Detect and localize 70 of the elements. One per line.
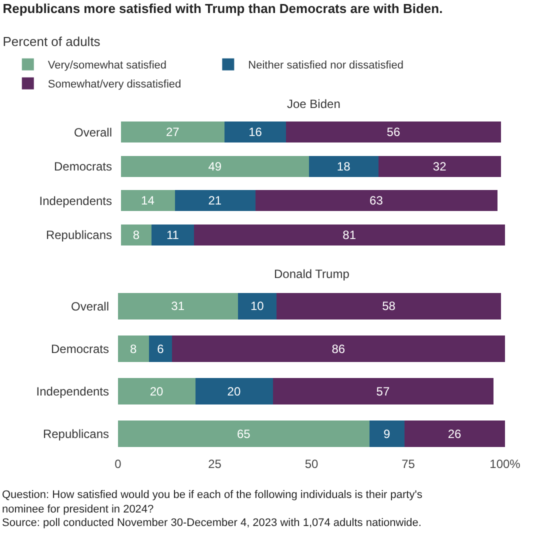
bar (276, 293, 502, 320)
x-tick-label: 0 (114, 457, 122, 471)
data-label: 21 (208, 194, 222, 208)
bar (121, 190, 175, 212)
data-label: 6 (157, 342, 164, 356)
bar (370, 420, 404, 447)
data-label: 8 (132, 228, 140, 242)
y-tick-label: Independents (36, 384, 109, 398)
y-tick-label: Republicans (42, 426, 109, 441)
data-label: 16 (248, 125, 262, 140)
x-tick-label: 25 (208, 457, 222, 471)
data-label: 49 (208, 159, 222, 174)
bar (309, 156, 378, 177)
source-note: Source: poll conducted November 30-December 4, 2023 with 1,074 adults nationwide. (2, 517, 422, 529)
chart-subtitle: Percent of adults (2, 34, 101, 49)
data-label: 31 (171, 299, 185, 314)
text: Question: How satisfied would you be if each of the following individuals is their party's nominee for president in 2024? (2, 489, 423, 516)
x-tick-label: 50 (304, 457, 318, 471)
data-label: 27 (166, 125, 180, 140)
y-tick-label: Democrats (54, 160, 112, 174)
bar (118, 293, 238, 320)
y-tick-label: Democrats (50, 342, 109, 356)
bar (121, 224, 152, 246)
y-tick-label: Overall (70, 299, 109, 314)
data-label: 65 (236, 426, 251, 441)
data-label: 86 (332, 342, 346, 356)
data-label: 9 (383, 426, 390, 441)
bar (174, 190, 256, 212)
bar (286, 122, 502, 143)
bar (238, 293, 277, 320)
bar (195, 378, 273, 404)
data-label: 11 (166, 228, 180, 242)
data-label: 8 (130, 342, 137, 356)
y-tick-label: Republicans (46, 228, 112, 242)
bar (255, 190, 498, 212)
text: Joe Biden (287, 97, 340, 111)
legend-label: Somewhat/very dissatisfied (48, 78, 182, 91)
data-label: 26 (448, 426, 462, 441)
bar (404, 420, 505, 447)
data-label: 58 (382, 299, 396, 314)
data-label: 81 (342, 228, 356, 242)
data-label: 63 (370, 194, 384, 208)
x-tick-label: 75 (402, 457, 416, 471)
legend-label: Neither satisfied nor dissatisfied (248, 60, 404, 72)
bar (121, 156, 310, 177)
y-tick-label: Overall (74, 125, 112, 140)
data-label: 32 (432, 159, 447, 174)
data-label: 14 (141, 194, 155, 208)
bar (148, 336, 172, 362)
data-label: 57 (376, 384, 390, 398)
chart-title: Donald Trump (274, 267, 350, 281)
y-tick-label: Independents (39, 194, 112, 208)
bar (172, 336, 505, 362)
data-label: 18 (336, 159, 351, 174)
bar (194, 224, 505, 246)
data-label: 20 (150, 384, 164, 398)
data-label: 56 (386, 125, 400, 140)
bar (118, 378, 196, 404)
bar (224, 122, 286, 143)
bar (152, 224, 194, 246)
bar (118, 336, 149, 362)
chart-title: Republicans more satisfied with Trump than Democrats are with Biden. (2, 1, 443, 16)
legend-label: Very/somewhat satisfied (48, 60, 167, 72)
bar (118, 420, 370, 447)
data-label: 10 (250, 299, 264, 314)
bar (272, 378, 494, 404)
bar (121, 122, 225, 143)
bar (378, 156, 502, 177)
x-tick-label: 100% (490, 457, 521, 471)
data-label: 20 (227, 384, 241, 398)
